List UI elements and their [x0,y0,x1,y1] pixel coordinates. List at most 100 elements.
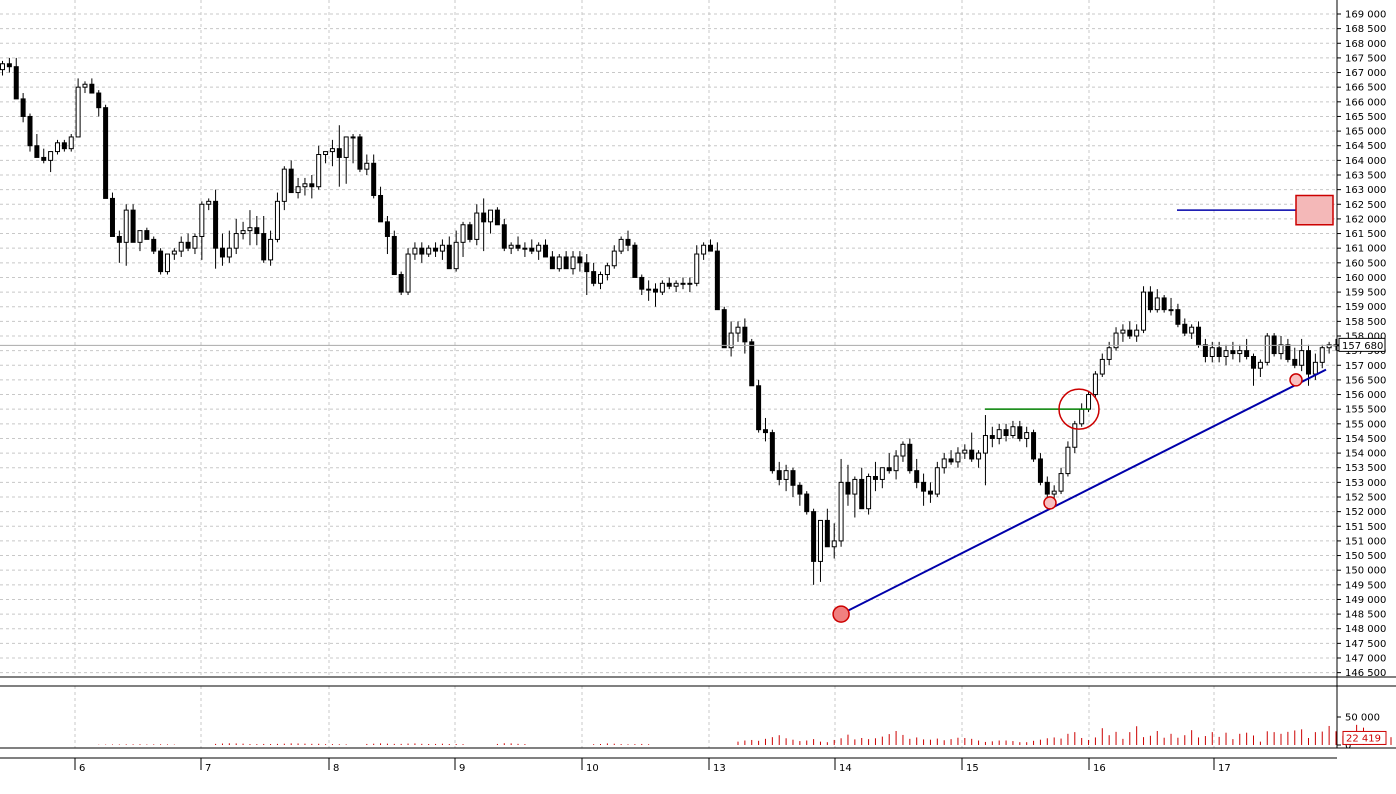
candle-up [123,209,129,243]
candle-up [68,136,74,150]
candle-up [405,253,411,293]
candle-up [1092,373,1098,396]
candle-down [6,63,12,68]
candle-down [797,484,803,495]
candle-up [611,250,617,267]
last-volume-badge [1342,730,1387,745]
low-marker [1289,373,1303,387]
price-tick-label: 161 500 [1345,229,1386,240]
candle-up [274,200,280,240]
candle-up [453,241,459,270]
price-tick-label: 158 000 [1345,332,1386,343]
price-tick-label: 162 000 [1345,214,1386,225]
candle-up [316,154,322,188]
last-volume-label: 22 419 [1346,733,1381,744]
candle-down [927,490,933,495]
candle-down [261,233,267,261]
candle-down [419,247,425,255]
candle-up [302,183,308,188]
candle-down [1306,350,1312,375]
candle-up [838,481,844,542]
candle-down [1044,481,1050,495]
price-tick-label: 168 000 [1345,39,1386,50]
candle-up [982,435,988,454]
candle-down [61,142,67,150]
candle-down [577,256,583,264]
candle-down [1202,344,1208,357]
candle-up [1141,291,1147,331]
candle-up [1024,432,1030,439]
candle-up [536,244,542,252]
candle-up [1312,361,1318,375]
candle-down [481,212,487,223]
candle-down [494,209,500,226]
candle-down [948,458,954,463]
price-tick-label: 156 000 [1345,390,1386,401]
candle-down [336,148,342,158]
candle-down [756,385,762,431]
price-tick-label: 148 500 [1345,610,1386,621]
candle-up [618,238,624,252]
candle-down [398,274,404,293]
candle-down [804,493,810,513]
time-axis-label: 6 [79,763,85,774]
candle-up [233,233,239,249]
candle-up [659,282,665,293]
price-tick-label: 160 500 [1345,258,1386,269]
candle-up [879,467,885,480]
candle-up [996,429,1002,439]
candle-up [893,455,899,472]
candle-down [309,183,315,188]
price-tick-label: 165 000 [1345,127,1386,138]
breakout-circle [1058,388,1100,430]
price-tick-label: 167 500 [1345,53,1386,64]
candle-up [1237,350,1243,355]
candle-up [976,452,982,460]
candle-up [0,63,5,71]
candle-down [1031,432,1037,460]
time-axis-label: 7 [205,763,211,774]
candle-down [762,429,768,434]
price-tick-label: 150 500 [1345,551,1386,562]
candle-down [467,224,473,240]
price-tick-label: 152 500 [1345,493,1386,504]
candle-up [171,250,177,255]
candle-down [27,115,33,147]
candle-down [907,443,913,472]
candle-down [254,227,260,235]
candle-up [1319,347,1325,363]
candle-up [364,162,370,170]
price-tick-label: 163 500 [1345,171,1386,182]
price-tick-label: 149 000 [1345,595,1386,606]
candle-up [570,256,576,270]
price-tick-label: 161 000 [1345,244,1386,255]
candle-up [522,247,528,250]
candle-down [288,168,294,194]
candle-down [13,66,19,100]
candle-up [1099,358,1105,375]
candle-up [1065,446,1071,475]
time-axis-label: 16 [1093,763,1106,774]
candle-down [989,435,995,439]
target-box [1295,194,1334,226]
candle-down [721,309,727,349]
price-tick-label: 148 000 [1345,624,1386,635]
candle-down [1251,355,1257,369]
price-tick-label: 147 500 [1345,639,1386,650]
candle-up [1278,344,1284,355]
candle-down [213,200,219,249]
candle-down [714,250,720,311]
candle-down [769,432,775,472]
candle-up [1209,347,1215,357]
price-tick-label: 154 000 [1345,449,1386,460]
candle-down [529,247,535,252]
candle-up [164,253,170,273]
candle-down [34,145,40,158]
candle-up [1058,473,1064,492]
candle-down [89,83,95,94]
candle-down [921,481,927,492]
candle-up [1106,347,1112,360]
candle-down [41,156,47,161]
candle-down [1182,323,1188,334]
